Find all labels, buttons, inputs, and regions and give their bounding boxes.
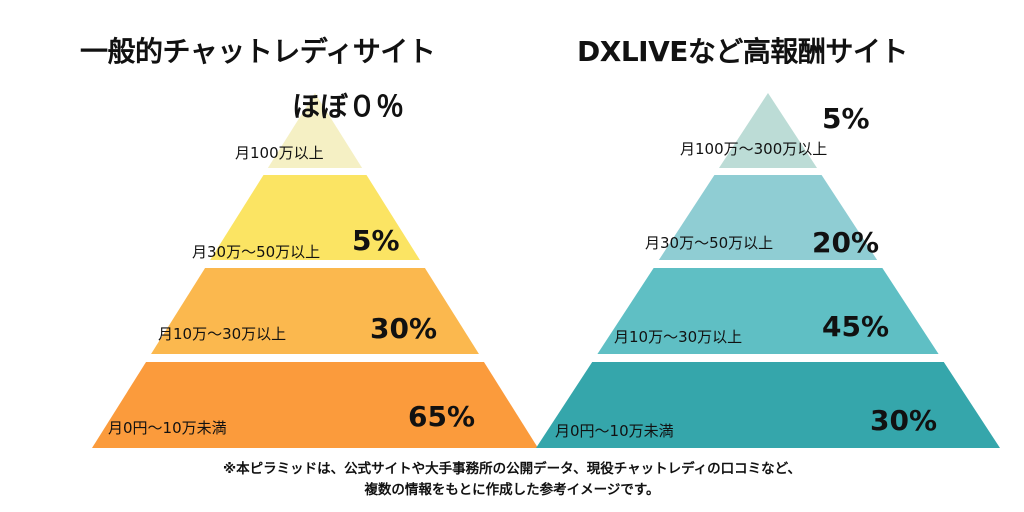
tier-label-2: 月30万〜50万以上 [645,234,773,252]
tier-label-2: 月30万〜50万以上 [192,243,320,261]
pyramid-tier-1 [267,93,363,168]
pyramid-tier-3 [597,268,939,354]
tier-label-1: 月100万〜300万以上 [680,140,827,158]
tier-percentage-4: 65% [408,400,475,433]
tier-percentage-1: ほぼ０％ [292,90,404,123]
footnote-line-2: 複数の情報をもとに作成した参考イメージです。 [364,482,660,498]
right-pyramid-title: DXLIVEなど高報酬サイト [577,35,908,68]
tier-percentage-3: 30% [370,312,437,345]
tier-percentage-4: 30% [870,404,937,437]
pyramid-tier-2 [210,175,420,260]
tier-label-4: 月0円〜10万未満 [555,422,674,440]
tier-percentage-3: 45% [822,310,889,343]
pyramid-tier-4 [536,362,1000,448]
pyramid-tier-2 [658,175,878,260]
tier-label-3: 月10万〜30万以上 [614,328,742,346]
tier-label-3: 月10万〜30万以上 [158,325,286,343]
footnote-line-1: ※本ピラミッドは、公式サイトや大手事務所の公開データ、現役チャットレディの口コミ… [223,461,801,477]
pyramid-tier-1 [718,93,818,168]
tier-percentage-2: 5% [352,224,400,257]
tier-percentage-1: 5% [822,102,870,135]
pyramid-tier-3 [151,268,479,354]
tier-label-1: 月100万以上 [235,144,324,162]
left-pyramid-title: 一般的チャットレディサイト [80,35,436,68]
tier-percentage-2: 20% [812,226,879,259]
tier-label-4: 月0円〜10万未満 [108,419,227,437]
pyramid-tier-4 [92,362,538,448]
